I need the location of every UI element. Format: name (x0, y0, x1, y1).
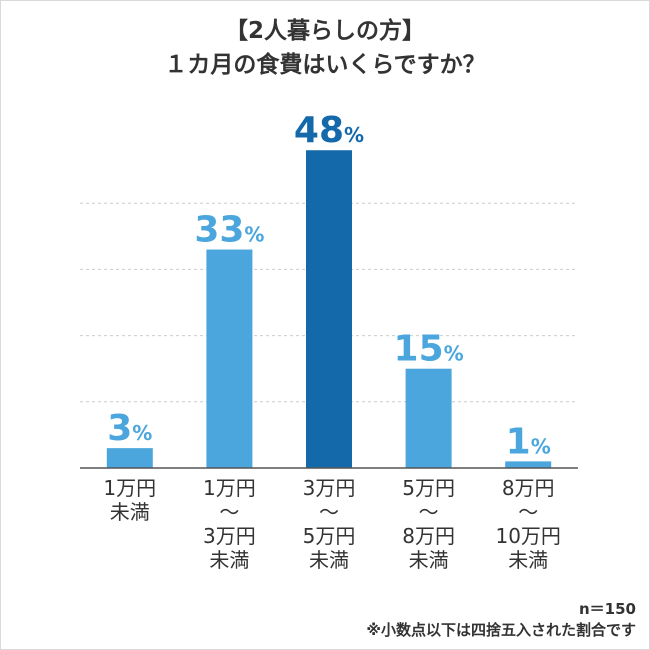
value-label-4: 1% (506, 421, 551, 462)
category-label-3: 5万円～ 8万円未満 (402, 476, 455, 572)
value-label-1: 33% (194, 210, 264, 251)
title-line-2: １カ月の食費はいくらですか？ (164, 52, 486, 78)
bar-3 (405, 368, 452, 468)
value-label-2: 48% (294, 110, 364, 151)
bar-0 (106, 448, 153, 468)
title-line-1: 【2人暮らしの方】 (224, 18, 425, 44)
bar-4 (505, 461, 552, 468)
category-label-0: 1万円未満 (103, 476, 156, 524)
category-label-4: 8万円～ 10万円未満 (495, 476, 560, 572)
value-label-3: 15% (394, 329, 464, 370)
rounding-note: ※小数点以下は四捨五入された割合です (366, 621, 636, 639)
category-label-1: 1万円～ 3万円未満 (203, 476, 256, 572)
chart-title: 【2人暮らしの方】 １カ月の食費はいくらですか？ (0, 14, 650, 82)
category-label-2: 3万円～ 5万円未満 (303, 476, 356, 572)
sample-size: n＝150 (579, 600, 636, 618)
bar-2 (306, 150, 352, 469)
bar-1 (206, 249, 253, 468)
value-label-0: 3% (107, 408, 152, 449)
